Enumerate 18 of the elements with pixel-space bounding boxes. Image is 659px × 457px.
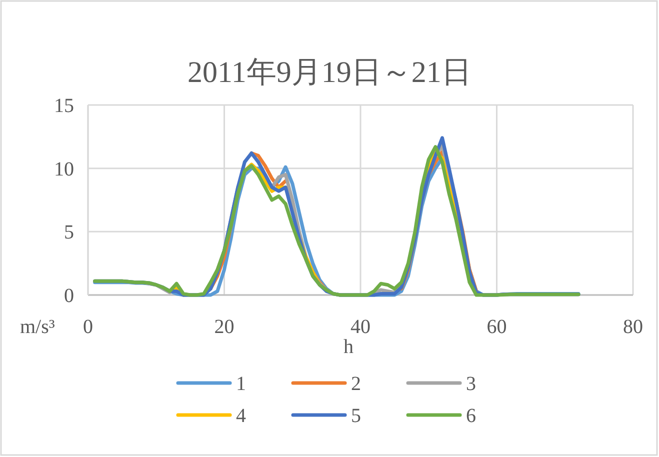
x-axis-title: h (344, 336, 354, 358)
legend-label: 2 (351, 373, 361, 395)
x-tick-label: 40 (350, 316, 370, 338)
x-tick-label: 80 (623, 316, 643, 338)
x-tick-label: 0 (83, 316, 93, 338)
x-tick-label: 60 (486, 316, 507, 338)
legend-label: 1 (236, 373, 246, 395)
chart-title: 2011年9月19日～21日 (188, 56, 472, 89)
legend-label: 3 (466, 373, 476, 395)
y-axis-title: m/s³ (20, 316, 55, 338)
legend-label: 4 (236, 405, 246, 427)
y-tick-label: 15 (54, 95, 74, 117)
legend-label: 5 (351, 405, 361, 427)
y-tick-label: 0 (64, 285, 74, 307)
x-tick-label: 20 (214, 316, 234, 338)
y-tick-label: 5 (64, 222, 74, 244)
y-tick-label: 10 (54, 158, 74, 180)
legend-label: 6 (466, 405, 476, 427)
